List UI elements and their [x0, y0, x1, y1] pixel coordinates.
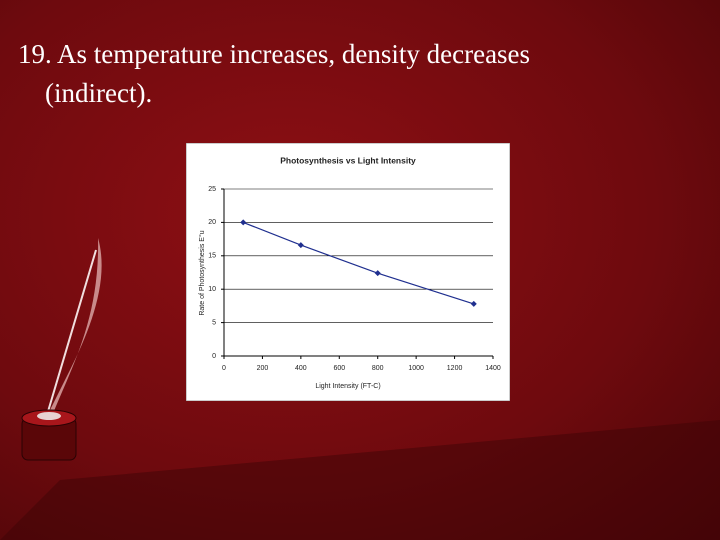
x-tick-label: 1000 — [408, 365, 424, 372]
x-tick-label: 600 — [333, 365, 345, 372]
chart: Photosynthesis vs Light Intensity Light … — [186, 143, 510, 401]
data-point — [374, 270, 381, 277]
y-tick-label: 0 — [212, 353, 216, 360]
chart-frame — [186, 143, 510, 401]
data-point — [297, 242, 304, 249]
y-tick-label: 5 — [212, 319, 216, 326]
chart-title: Photosynthesis vs Light Intensity — [280, 155, 416, 165]
data-line — [242, 221, 474, 305]
y-tick-label: 25 — [208, 186, 216, 193]
data-point — [240, 219, 247, 226]
x-tick-label: 800 — [372, 365, 384, 372]
y-tick-label: 15 — [208, 253, 216, 260]
slide-text: (indirect). — [45, 78, 153, 108]
x-tick-label: 200 — [257, 365, 269, 372]
data-point — [470, 300, 477, 307]
x-tick-label: 1200 — [447, 365, 463, 372]
x-tick-label: 1400 — [485, 365, 501, 372]
x-tick-label: 400 — [295, 365, 307, 372]
quill-shaft — [43, 249, 97, 426]
ink-pot-neck — [37, 412, 61, 420]
x-axis-label: Light Intensity (FT-C) — [315, 383, 380, 390]
slide-text: 19. As temperature increases, density de… — [18, 39, 531, 69]
y-tick-label: 10 — [208, 286, 216, 293]
shadow — [0, 420, 720, 540]
x-tick-label: 0 — [222, 365, 226, 372]
y-axis-label: Rate of Photosynthesis E°u — [198, 230, 206, 315]
y-tick-label: 20 — [208, 219, 216, 226]
